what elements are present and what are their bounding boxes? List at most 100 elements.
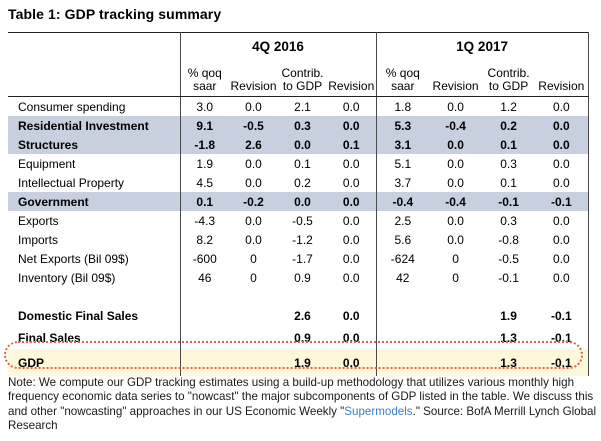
data-cell: 0.0 (535, 135, 589, 154)
data-cell: 0.0 (429, 135, 483, 154)
corner-cell (8, 33, 180, 58)
table-row (8, 287, 589, 305)
data-cell (429, 327, 482, 349)
data-cell: -4.3 (179, 211, 229, 230)
data-cell: 5.1 (375, 154, 430, 173)
row-label (8, 287, 180, 305)
table-row: Structures -1.8 2.6 0.0 0.1 3.1 0.0 0.1 0.0 (8, 135, 589, 154)
data-cell: 0.0 (447, 232, 464, 247)
data-cell: 9.1 (179, 116, 229, 135)
data-cell: 3.1 (375, 135, 430, 154)
table-row: Exports -4.3 0.0 -0.5 0.0 2.5 0.0 0.3 0.0 (8, 211, 589, 230)
row-label: Structures (8, 135, 180, 154)
supermodels-link[interactable]: Supermodels (344, 404, 413, 418)
corner-cell (8, 57, 180, 97)
data-cell: 4.5 (179, 173, 229, 192)
data-cell (429, 287, 482, 305)
table-row: Equipment 1.9 0.0 0.1 0.0 5.1 0.0 0.3 0.0 (8, 154, 589, 173)
data-cell: 0.2 (294, 175, 311, 190)
data-cell: 46 (179, 268, 229, 287)
data-cell: -0.1 (498, 270, 519, 285)
data-cell (229, 349, 278, 376)
data-cell: 0.1 (482, 135, 536, 154)
table-row: Net Exports (Bil 09$) -600 0 -1.7 0.0 -624 0 -0… (8, 249, 589, 268)
data-cell: 0.0 (245, 156, 262, 171)
row-label: Equipment (18, 156, 76, 171)
data-cell: -1.8 (179, 135, 229, 154)
data-cell: -1.7 (292, 251, 313, 266)
table-row: Final Sales 0.9 0.0 1.3 -0.1 (8, 327, 589, 349)
column-header: Revision (327, 57, 377, 97)
data-cell: 0.0 (535, 154, 589, 173)
data-cell: 0.0 (447, 99, 464, 114)
data-cell: -0.4 (375, 192, 430, 211)
data-cell: 0.3 (278, 116, 327, 135)
column-header: % qoq saar (375, 57, 430, 97)
data-cell: 0 (452, 251, 459, 266)
column-header: Revision (535, 57, 589, 97)
data-cell: -0.1 (535, 305, 589, 327)
column-header: % qoq saar (179, 57, 229, 97)
row-label: Exports (18, 213, 59, 228)
data-cell: -0.1 (535, 192, 589, 211)
data-cell: 0.0 (535, 268, 589, 287)
gdp-table: 4Q 2016 1Q 2017 % qoq saar Revision Contrib… (8, 32, 589, 376)
data-cell: 0.2 (482, 116, 536, 135)
data-cell: 0 (250, 270, 257, 285)
data-cell: 0.0 (447, 213, 464, 228)
data-cell (278, 287, 327, 305)
data-cell: 0.0 (327, 349, 377, 376)
data-cell: 1.2 (500, 99, 517, 114)
data-cell: 0.0 (535, 230, 589, 249)
column-group-1q2017: 1Q 2017 (375, 32, 589, 57)
data-cell: 0.1 (179, 192, 229, 211)
note-text: Note: We compute our GDP tracking estima… (8, 376, 597, 434)
data-cell: 0.3 (500, 213, 517, 228)
row-label: Domestic Final Sales (18, 309, 139, 323)
data-cell (179, 349, 229, 376)
data-cell (375, 349, 430, 376)
data-cell: -0.5 (229, 116, 278, 135)
data-cell: 0.1 (500, 175, 517, 190)
data-cell: -0.1 (482, 192, 536, 211)
data-cell: 0.0 (535, 211, 589, 230)
data-cell: 2.6 (294, 309, 311, 323)
page-title: Table 1: GDP tracking summary (8, 6, 222, 22)
data-cell: 5.6 (375, 230, 430, 249)
data-cell: 2.1 (294, 99, 311, 114)
table-row: Intellectual Property 4.5 0.0 0.2 0.0 3.7 0.0 0… (8, 173, 589, 192)
data-cell: 0.0 (245, 175, 262, 190)
data-cell: 0.0 (447, 175, 464, 190)
row-label: Government (8, 192, 180, 211)
data-cell: 0.0 (447, 156, 464, 171)
table-row: Government 0.1 -0.2 0.0 0.0 -0.4 -0.4 -0.1 -0.1 (8, 192, 589, 211)
row-label: Final Sales (18, 331, 81, 345)
data-cell (229, 327, 278, 349)
note-before: Note: We compute our GDP tracking estima… (8, 376, 594, 418)
data-cell: 0.3 (500, 156, 517, 171)
data-cell (229, 287, 278, 305)
data-cell: -0.1 (535, 327, 589, 349)
data-cell: 2.6 (229, 135, 278, 154)
row-label: Inventory (Bil 09$) (18, 270, 116, 285)
data-cell: -0.8 (498, 232, 519, 247)
data-cell: 2.5 (375, 211, 430, 230)
data-cell: 0.0 (535, 249, 589, 268)
data-cell: 0 (452, 270, 459, 285)
data-cell: 1.3 (482, 349, 536, 376)
data-cell: 3.7 (375, 173, 430, 192)
row-label: Net Exports (Bil 09$) (18, 251, 129, 266)
data-cell: 0.9 (294, 270, 311, 285)
table-body: Consumer spending 3.0 0.0 2.1 0.0 1.8 0.0 1.2 0.… (8, 96, 589, 376)
data-cell (327, 287, 376, 305)
data-cell: -0.5 (292, 213, 313, 228)
column-header: Contrib. to GDP (278, 57, 327, 97)
data-cell: 0.0 (278, 135, 327, 154)
data-cell (375, 305, 430, 327)
data-cell: 0.0 (278, 192, 327, 211)
column-header-row: % qoq saar Revision Contrib. to GDP Revision%… (8, 57, 589, 97)
data-cell: 5.3 (375, 116, 430, 135)
data-cell: -0.4 (429, 192, 483, 211)
table-row: GDP 1.9 0.0 1.3 -0.1 (8, 349, 589, 376)
data-cell: -600 (179, 249, 229, 268)
